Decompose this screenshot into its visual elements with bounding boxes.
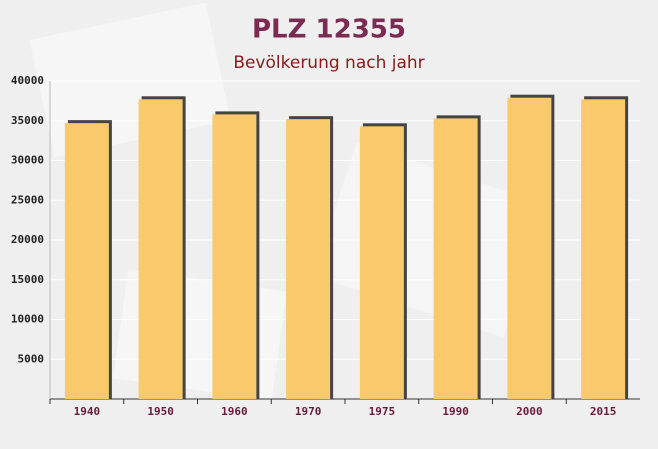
x-tick-label: 1975: [369, 405, 396, 418]
x-tick-label: 1940: [74, 405, 101, 418]
bar: [286, 119, 331, 399]
x-tick-label: 2015: [590, 405, 617, 418]
y-tick-label: 20000: [11, 233, 44, 246]
y-tick-label: 15000: [11, 273, 44, 286]
x-tick-label: 1990: [442, 405, 469, 418]
chart-title: PLZ 12355: [252, 15, 406, 45]
bar: [64, 123, 109, 399]
x-tick-label: 1950: [147, 405, 174, 418]
bar: [433, 118, 478, 400]
bar: [359, 126, 404, 399]
x-tick-label: 1960: [221, 405, 248, 418]
y-tick-label: 25000: [11, 193, 44, 206]
x-tick-label: 1970: [295, 405, 322, 418]
bar: [581, 99, 626, 399]
y-tick-label: 40000: [11, 74, 44, 87]
y-tick-label: 10000: [11, 313, 44, 326]
y-tick-label: 35000: [11, 114, 44, 127]
bar: [507, 97, 552, 399]
bar: [212, 114, 257, 399]
chart-subtitle: Bevölkerung nach jahr: [233, 53, 424, 73]
bar: [138, 99, 183, 399]
y-tick-label: 5000: [18, 352, 45, 365]
y-tick-label: 30000: [11, 154, 44, 167]
x-tick-label: 2000: [516, 405, 543, 418]
